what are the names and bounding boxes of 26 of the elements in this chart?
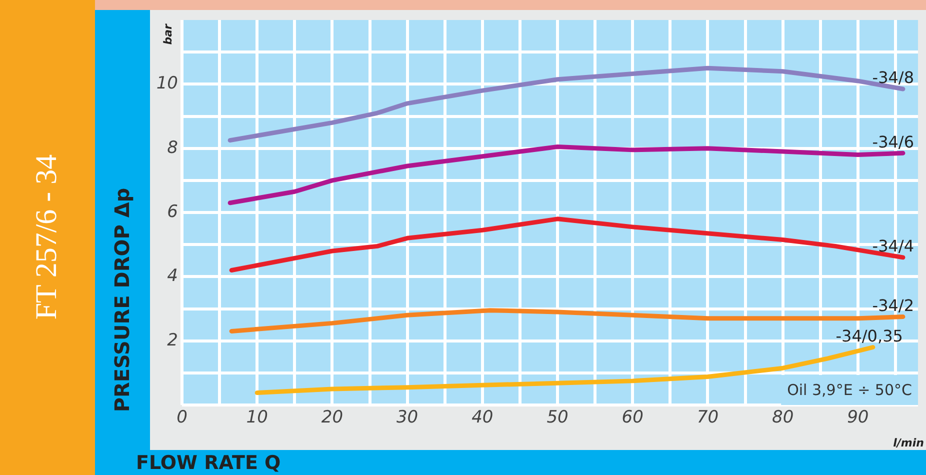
text: FT 257/6 - 34 bbox=[30, 154, 64, 320]
series-label: -34/6 bbox=[872, 132, 914, 152]
annotation: Oil 3,9°E ÷ 50°C bbox=[787, 380, 912, 399]
x-tick-label: 90 bbox=[847, 408, 869, 428]
x-tick-label: 60 bbox=[622, 408, 644, 428]
series-label: -34/2 bbox=[872, 296, 914, 315]
y-tick-label: 8 bbox=[167, 138, 178, 158]
y-tick-label: 2 bbox=[167, 330, 178, 350]
x-tick-label: 10 bbox=[246, 408, 268, 428]
series-label: -34/8 bbox=[872, 68, 914, 88]
x-tick-label: 40 bbox=[472, 408, 494, 428]
y-tick-label: 10 bbox=[156, 74, 178, 94]
x-tick-label: 70 bbox=[696, 408, 719, 428]
series-label: -34/0,35 bbox=[836, 326, 903, 346]
y-axis-title: PRESSURE DROP Δp bbox=[110, 188, 134, 412]
x-tick-label: 30 bbox=[396, 408, 418, 428]
text: l/min bbox=[893, 436, 924, 450]
x-tick-label: 0 bbox=[176, 408, 188, 428]
series-label: -34/4 bbox=[872, 236, 914, 256]
x-axis-title: FLOW RATE Q bbox=[136, 452, 281, 474]
x-tick-label: 50 bbox=[546, 408, 568, 428]
text: bar bbox=[161, 23, 174, 45]
x-tick-label: 20 bbox=[321, 408, 344, 428]
y-tick-label: 4 bbox=[167, 266, 178, 286]
y-tick-label: 6 bbox=[167, 202, 178, 222]
x-tick-label: 80 bbox=[772, 408, 794, 428]
